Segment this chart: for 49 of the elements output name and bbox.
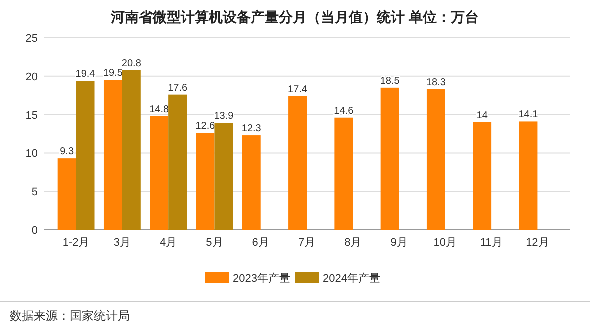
x-tick-label: 12月 xyxy=(526,237,550,249)
y-tick-label: 0 xyxy=(32,225,38,237)
source-note: 数据来源：国家统计局 xyxy=(10,309,130,323)
bar xyxy=(150,116,169,230)
bar xyxy=(104,80,122,230)
bar xyxy=(380,88,400,230)
x-tick-label: 11月 xyxy=(480,237,503,249)
data-label: 14.6 xyxy=(334,106,354,117)
legend-label: 2024年产量 xyxy=(323,272,380,285)
x-tick-label: 4月 xyxy=(160,237,178,249)
x-tick-label: 9月 xyxy=(390,237,408,249)
x-tick-label: 5月 xyxy=(206,237,224,249)
data-label: 19.4 xyxy=(76,69,96,80)
data-label: 17.6 xyxy=(168,82,188,94)
y-tick-label: 25 xyxy=(26,33,38,45)
data-label: 20.8 xyxy=(122,58,142,70)
data-label: 18.3 xyxy=(426,77,446,88)
bar xyxy=(122,70,141,230)
bar xyxy=(519,122,538,230)
bar xyxy=(196,133,215,230)
x-tick-label: 10月 xyxy=(434,237,458,249)
data-label: 18.5 xyxy=(380,76,400,87)
data-label: 17.4 xyxy=(288,84,308,96)
bar xyxy=(334,118,354,230)
y-tick-label: 20 xyxy=(26,71,38,84)
y-tick-label: 10 xyxy=(26,148,38,160)
data-label: 14.1 xyxy=(518,110,539,121)
bar xyxy=(76,81,95,230)
data-label: 12.3 xyxy=(242,124,262,135)
bar xyxy=(214,123,234,230)
data-label: 13.9 xyxy=(214,111,234,122)
bar xyxy=(288,96,307,230)
chart-title: 河南省微型计算机设备产量分月（当月值）统计 单位：万台 xyxy=(110,9,479,25)
x-tick-label: 3月 xyxy=(114,237,131,249)
data-label: 9.3 xyxy=(60,146,74,158)
y-tick-label: 5 xyxy=(32,186,38,199)
bar xyxy=(473,122,492,230)
x-tick-label: 7月 xyxy=(298,237,316,249)
bar xyxy=(426,89,446,230)
y-tick-label: 15 xyxy=(26,110,38,122)
x-tick-label: 8月 xyxy=(344,237,362,249)
x-tick-label: 6月 xyxy=(252,237,270,249)
bar xyxy=(168,94,188,230)
data-label: 14 xyxy=(476,110,488,122)
x-tick-label: 1-2月 xyxy=(62,237,90,249)
legend-label: 2023年产量 xyxy=(233,272,290,285)
data-label: 19.5 xyxy=(103,68,124,80)
bar xyxy=(242,136,261,230)
bar xyxy=(58,158,76,230)
